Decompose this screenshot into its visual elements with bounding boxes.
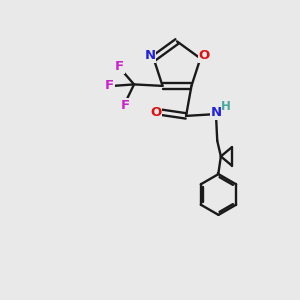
Text: O: O bbox=[198, 50, 210, 62]
Text: F: F bbox=[121, 99, 130, 112]
Text: N: N bbox=[144, 50, 156, 62]
Text: O: O bbox=[150, 106, 162, 119]
Text: F: F bbox=[105, 80, 114, 92]
Text: F: F bbox=[115, 60, 124, 73]
Text: H: H bbox=[221, 100, 231, 112]
Text: N: N bbox=[211, 106, 222, 119]
